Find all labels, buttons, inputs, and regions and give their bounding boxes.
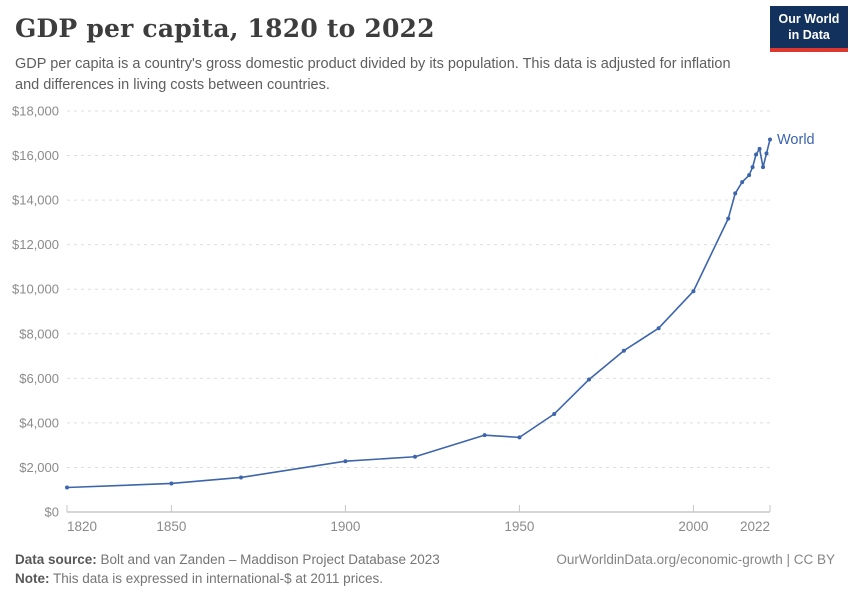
data-point-marker[interactable] [587, 377, 592, 382]
y-axis-tick-label: $4,000 [19, 415, 59, 430]
y-axis-tick-label: $16,000 [12, 148, 59, 163]
x-axis-tick-label: 1900 [330, 519, 360, 534]
y-axis-tick-label: $14,000 [12, 193, 59, 208]
x-axis-tick-label: 2000 [678, 519, 708, 534]
y-axis-tick-label: $8,000 [19, 326, 59, 341]
data-point-marker[interactable] [413, 454, 418, 459]
chart-footer: Data source: Bolt and van Zanden – Maddi… [15, 550, 835, 589]
data-point-marker[interactable] [754, 152, 759, 157]
data-point-marker[interactable] [761, 165, 766, 170]
y-axis-tick-label: $0 [45, 505, 59, 520]
credit-link[interactable]: OurWorldinData.org/economic-growth | CC … [556, 551, 835, 567]
chart-title: GDP per capita, 1820 to 2022 [15, 14, 435, 43]
note-label: Note: [15, 571, 50, 587]
y-axis-tick-label: $10,000 [12, 282, 59, 297]
x-axis-tick-label: 1950 [504, 519, 534, 534]
data-point-marker[interactable] [726, 216, 731, 221]
data-point-marker[interactable] [65, 485, 69, 490]
data-point-marker[interactable] [169, 481, 174, 486]
y-axis-tick-label: $6,000 [19, 371, 59, 386]
data-point-marker[interactable] [764, 151, 769, 156]
y-axis-tick-label: $12,000 [12, 237, 59, 252]
data-point-marker[interactable] [768, 137, 772, 142]
data-point-marker[interactable] [517, 435, 522, 440]
chart-header: GDP per capita, 1820 to 2022 GDP per cap… [15, 8, 840, 95]
note-text: This data is expressed in international-… [53, 571, 383, 587]
owid-logo-line1: Our World [778, 12, 840, 26]
y-axis-tick-label: $18,000 [12, 104, 59, 119]
data-point-marker[interactable] [757, 146, 762, 151]
world-gdp-line[interactable] [66, 138, 771, 489]
data-point-marker[interactable] [621, 348, 626, 353]
note-line: Note: This data is expressed in internat… [15, 569, 835, 589]
owid-logo[interactable]: Our World in Data [770, 6, 848, 52]
data-source-text: Bolt and van Zanden – Maddison Project D… [100, 551, 440, 567]
x-axis-tick-label: 1850 [156, 519, 186, 534]
chart-subtitle: GDP per capita is a country's gross dome… [15, 56, 731, 93]
y-axis-tick-label: $2,000 [19, 460, 59, 475]
series-end-label-world[interactable]: World [777, 132, 815, 148]
data-point-marker[interactable] [747, 173, 752, 178]
x-axis-tick-label: 1820 [67, 519, 97, 534]
data-point-marker[interactable] [750, 165, 755, 170]
data-point-marker[interactable] [733, 191, 738, 196]
owid-logo-line2: in Data [788, 28, 830, 43]
data-point-marker[interactable] [239, 475, 244, 480]
data-source-label: Data source: [15, 551, 97, 567]
data-point-marker[interactable] [691, 289, 696, 294]
data-point-marker[interactable] [343, 459, 348, 464]
x-axis-tick-label: 2022 [740, 519, 770, 534]
data-source-line: Data source: Bolt and van Zanden – Maddi… [15, 550, 440, 570]
data-point-marker[interactable] [740, 180, 745, 185]
data-point-marker[interactable] [552, 411, 557, 416]
data-point-marker[interactable] [656, 326, 661, 331]
data-point-marker[interactable] [482, 433, 487, 438]
